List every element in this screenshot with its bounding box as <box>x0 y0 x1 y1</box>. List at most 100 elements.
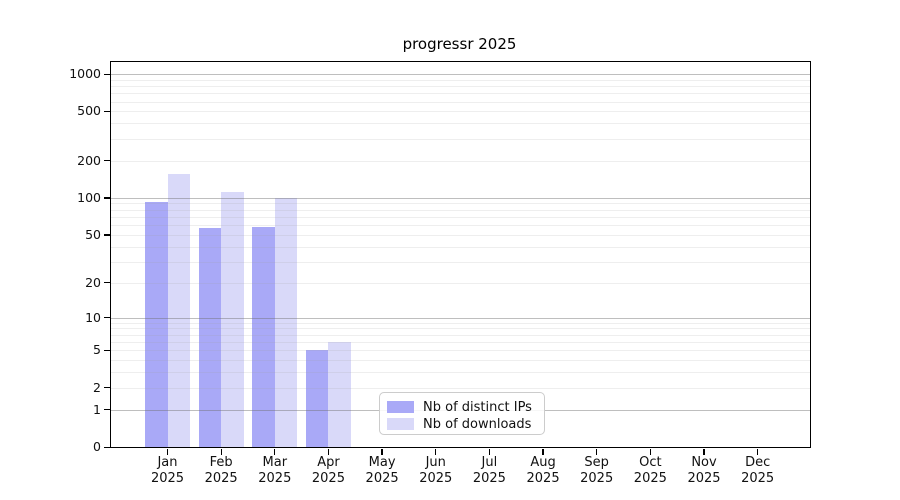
gridline-200 <box>111 160 810 162</box>
legend-swatch-distinct-ips <box>387 401 414 413</box>
x-tick-year: 2025 <box>526 470 560 486</box>
x-tick-sep <box>596 448 598 455</box>
x-tick-month: May <box>368 455 396 470</box>
bar-nb-of-downloads-jan <box>167 174 190 447</box>
x-tick-label-aug: Aug 2025 <box>515 455 571 486</box>
x-tick-label-nov: Nov 2025 <box>676 455 732 486</box>
y-tick-5 <box>103 349 110 352</box>
gridline-400 <box>111 123 810 125</box>
gridline-70 <box>111 216 810 218</box>
y-tick-100 <box>103 197 110 199</box>
x-tick-feb <box>220 448 222 455</box>
bar-nb-of-downloads-mar <box>274 197 298 447</box>
gridline-1000 <box>111 74 810 75</box>
x-tick-year: 2025 <box>472 470 506 486</box>
gridline-80 <box>111 209 810 211</box>
x-tick-label-jul: Jul 2025 <box>461 455 517 486</box>
x-tick-jan <box>166 448 169 455</box>
x-tick-label-may: May 2025 <box>354 455 410 486</box>
x-tick-month: Feb <box>209 455 233 470</box>
x-tick-month: Jan <box>157 455 178 470</box>
gridline-20 <box>111 282 810 284</box>
x-tick-aug <box>542 448 544 455</box>
y-tick-10 <box>103 317 110 319</box>
y-tick-label-500: 500 <box>77 103 101 119</box>
x-tick-label-jun: Jun 2025 <box>408 455 464 486</box>
y-tick-label-2: 2 <box>93 379 101 395</box>
gridline-5 <box>111 350 810 352</box>
y-tick-label-10: 10 <box>85 309 101 325</box>
plot-area: 0 1 2 5 10 20 50 100 200 500 1000 Jan 2025 Feb 2025 Mar… <box>69 61 811 486</box>
gridline-100 <box>111 197 810 199</box>
y-tick-0 <box>103 446 110 448</box>
x-tick-month: Aug <box>530 455 556 470</box>
x-tick-year: 2025 <box>365 470 399 486</box>
y-tick-label-5: 5 <box>93 342 101 358</box>
x-tick-jun <box>435 448 437 455</box>
y-tick-label-1000: 1000 <box>69 66 101 81</box>
y-tick-label-50: 50 <box>85 226 101 242</box>
x-tick-year: 2025 <box>204 470 238 486</box>
x-tick-year: 2025 <box>311 470 345 486</box>
gridline-10 <box>111 317 810 319</box>
gridline-7 <box>111 334 810 336</box>
x-tick-month: Apr <box>317 455 340 470</box>
y-tick-label-0: 0 <box>93 439 101 454</box>
gridline-30 <box>111 261 810 263</box>
gridline-700 <box>111 93 810 95</box>
x-tick-label-feb: Feb 2025 <box>193 455 249 486</box>
y-tick-label-1: 1 <box>93 401 101 417</box>
legend-label-downloads: Nb of downloads <box>423 416 532 432</box>
legend-row-distinct-ips: Nb of distinct IPs <box>387 399 544 415</box>
bar-nb-of-distinct-ips-mar <box>252 226 275 447</box>
x-tick-month: Jul <box>481 455 498 470</box>
x-tick-month: Sep <box>584 455 609 470</box>
gridline-4 <box>111 360 810 362</box>
gridline-2 <box>111 387 810 389</box>
y-tick-label-20: 20 <box>85 274 101 290</box>
x-tick-year: 2025 <box>150 470 185 486</box>
x-tick-label-dec: Dec 2025 <box>730 455 786 486</box>
gridline-9 <box>111 322 810 324</box>
x-tick-may <box>381 448 383 455</box>
y-tick-500 <box>103 110 110 113</box>
bar-nb-of-distinct-ips-feb <box>198 227 222 447</box>
gridline-90 <box>111 203 810 205</box>
bar-nb-of-distinct-ips-apr <box>305 350 329 447</box>
y-tick-label-200: 200 <box>77 152 101 168</box>
gridline-3 <box>111 372 810 374</box>
x-tick-month: Nov <box>691 455 717 470</box>
x-tick-year: 2025 <box>419 470 453 486</box>
x-tick-oct <box>649 448 651 455</box>
gridline-800 <box>111 86 810 88</box>
x-tick-year: 2025 <box>687 470 721 486</box>
x-tick-year: 2025 <box>633 470 667 486</box>
gridline-6 <box>111 341 810 343</box>
y-tick-50 <box>103 234 110 236</box>
y-tick-2 <box>103 387 110 389</box>
x-tick-label-oct: Oct 2025 <box>622 455 678 486</box>
x-tick-year: 2025 <box>258 470 292 486</box>
x-tick-month: Mar <box>262 455 288 470</box>
x-tick-dec <box>757 448 759 455</box>
x-tick-apr <box>327 448 330 455</box>
legend-swatch-downloads <box>387 418 414 430</box>
gridline-8 <box>111 328 810 330</box>
y-tick-1 <box>103 409 110 411</box>
x-tick-month: Oct <box>639 455 662 470</box>
x-tick-jul <box>488 448 491 455</box>
x-tick-mar <box>274 448 276 455</box>
chart-title: progressr 2025 <box>402 35 517 53</box>
gridline-500 <box>111 111 810 113</box>
y-tick-label-100: 100 <box>77 189 101 205</box>
x-tick-month: Dec <box>745 455 771 470</box>
x-tick-year: 2025 <box>580 470 614 486</box>
y-tick-1000 <box>103 73 110 75</box>
x-tick-label-mar: Mar 2025 <box>247 455 303 486</box>
y-tick-20 <box>103 282 110 284</box>
bar-nb-of-downloads-apr <box>328 341 351 447</box>
x-tick-nov <box>703 448 705 455</box>
gridline-50 <box>111 234 810 236</box>
bar-nb-of-distinct-ips-jan <box>145 201 168 447</box>
